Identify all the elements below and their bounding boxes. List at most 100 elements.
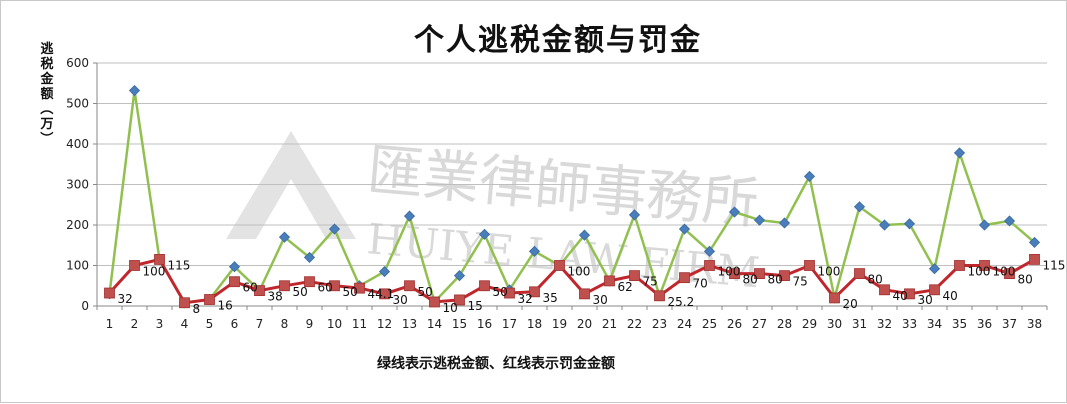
data-label: 60 <box>318 281 333 295</box>
data-label: 70 <box>693 277 708 291</box>
data-point <box>628 209 641 221</box>
x-tick-label: 3 <box>156 317 164 331</box>
chart-title: 个人逃税金额与罚金 <box>414 23 702 58</box>
data-label: 32 <box>118 292 133 306</box>
data-point <box>329 280 340 292</box>
data-point <box>453 270 466 282</box>
x-tick-label: 28 <box>777 317 792 331</box>
x-tick-label: 21 <box>602 317 617 331</box>
x-tick-label: 15 <box>452 317 467 331</box>
data-point <box>404 280 415 292</box>
x-tick-label: 18 <box>527 317 542 331</box>
data-point <box>254 285 265 297</box>
data-point <box>128 84 141 97</box>
data-label: 50 <box>293 285 308 299</box>
data-label: 16 <box>218 299 233 313</box>
y-label-char: 税 <box>40 56 53 72</box>
data-point <box>354 282 365 294</box>
data-point <box>954 260 965 271</box>
x-axis-ticks: 1 2 3 4 5 6 7 8 9 10 11 12 13 14 15 16 17 18 19 20 21 22 23 24 2… <box>96 306 1048 331</box>
data-point <box>379 288 390 300</box>
data-label: 100 <box>568 265 591 279</box>
data-point <box>929 284 940 296</box>
data-point <box>478 228 491 240</box>
data-label: 20 <box>843 297 858 311</box>
data-point <box>454 294 465 306</box>
x-tick-label: 11 <box>352 317 367 331</box>
data-point <box>979 260 990 271</box>
data-point <box>154 254 165 265</box>
data-point <box>654 290 665 302</box>
data-label: 100 <box>968 265 991 279</box>
data-point <box>703 245 716 257</box>
data-point <box>729 268 740 280</box>
data-point <box>328 223 341 235</box>
data-label: 100 <box>993 265 1016 279</box>
y-tick-label: 400 <box>66 137 89 151</box>
data-point <box>479 280 490 292</box>
data-label: 80 <box>868 273 883 287</box>
data-label: 75 <box>643 275 658 289</box>
y-axis-label: 逃税金额（ 万） <box>38 41 54 145</box>
data-point <box>429 296 440 308</box>
data-point <box>878 219 891 231</box>
x-tick-label: 20 <box>577 317 592 331</box>
data-point <box>779 270 790 282</box>
data-label: 100 <box>818 265 841 279</box>
y-tick-label: 200 <box>66 218 89 232</box>
data-point <box>278 231 291 243</box>
data-point <box>778 217 791 229</box>
x-tick-label: 25 <box>702 317 717 331</box>
data-point <box>678 223 691 235</box>
data-point <box>279 280 290 292</box>
x-tick-label: 34 <box>927 317 942 331</box>
y-tick-label: 100 <box>66 259 89 273</box>
data-point <box>753 214 766 226</box>
data-point <box>953 147 966 159</box>
data-point <box>579 288 590 300</box>
x-tick-label: 12 <box>377 317 392 331</box>
x-tick-label: 10 <box>327 317 342 331</box>
x-tick-label: 33 <box>902 317 917 331</box>
x-tick-label: 6 <box>231 317 239 331</box>
data-point <box>679 272 690 284</box>
data-point <box>578 229 591 241</box>
data-point <box>704 260 715 271</box>
data-point <box>804 260 815 271</box>
data-point <box>853 201 866 213</box>
data-point <box>303 251 316 263</box>
data-point <box>528 245 541 257</box>
data-label: 80 <box>743 273 758 287</box>
chart-caption: 绿线表示逃税金额、红线表示罚金金额 <box>377 355 615 372</box>
x-tick-label: 37 <box>1002 317 1017 331</box>
data-point <box>978 219 991 231</box>
data-label: 35 <box>543 291 558 305</box>
y-label-char: 金 <box>39 71 54 87</box>
x-tick-label: 16 <box>477 317 492 331</box>
data-point <box>754 268 765 280</box>
x-tick-label: 9 <box>306 317 314 331</box>
x-tick-label: 38 <box>1027 317 1042 331</box>
data-label: 40 <box>943 289 958 303</box>
y-label-char: 逃 <box>40 41 54 57</box>
data-label: 60 <box>243 281 258 295</box>
data-point <box>604 275 615 287</box>
x-tick-label: 26 <box>727 317 742 331</box>
x-tick-label: 36 <box>977 317 992 331</box>
x-tick-label: 17 <box>502 317 517 331</box>
data-label: 25.2 <box>668 295 695 309</box>
data-label: 100 <box>718 265 741 279</box>
data-label: 50 <box>343 285 358 299</box>
data-point <box>504 287 515 299</box>
data-point <box>854 268 865 280</box>
data-point <box>1004 268 1015 280</box>
data-label: 10 <box>443 301 458 315</box>
data-label: 44.1 <box>368 287 395 301</box>
y-axis-ticks: 0 100 200 300 400 500 600 <box>66 56 97 313</box>
data-point <box>1028 236 1041 248</box>
data-label: 32 <box>518 292 533 306</box>
data-point <box>879 284 890 296</box>
series-line <box>108 89 1036 305</box>
